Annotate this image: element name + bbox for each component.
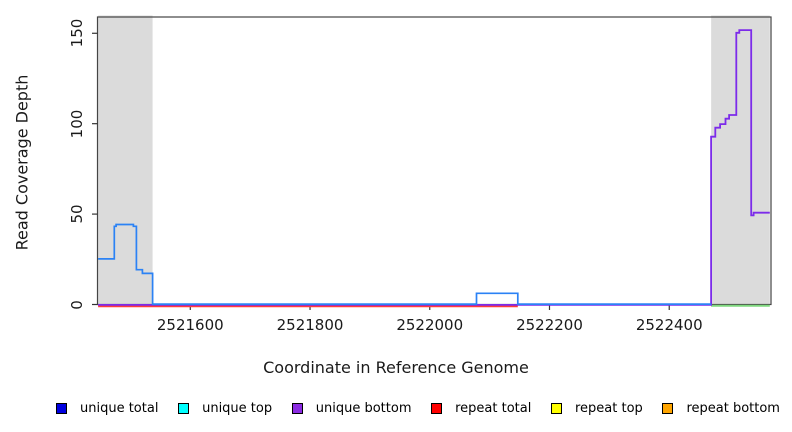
y-tick-label: 150 bbox=[68, 18, 86, 48]
legend-item-unique-bottom: unique bottom bbox=[291, 401, 412, 416]
x-tick-label: 2521600 bbox=[156, 316, 224, 334]
legend-item-repeat-bottom: repeat bottom bbox=[662, 401, 780, 416]
y-tick-label: 50 bbox=[68, 204, 86, 224]
x-tick-label: 2522000 bbox=[396, 316, 464, 334]
legend-item-unique-total: unique total bbox=[56, 401, 158, 416]
y-tick-label: 0 bbox=[68, 299, 86, 310]
legend-swatch-icon bbox=[56, 403, 67, 414]
x-tick-label: 2522400 bbox=[635, 316, 703, 334]
x-tick-label: 2522200 bbox=[516, 316, 583, 334]
legend-label: unique top bbox=[202, 401, 273, 416]
legend-item-unique-top: unique top bbox=[178, 401, 272, 416]
y-tick-label: 100 bbox=[68, 109, 86, 138]
y-axis-title: Read Coverage Depth bbox=[12, 74, 32, 251]
series-unique-bottom bbox=[98, 29, 770, 306]
left-repeat-region bbox=[98, 15, 153, 305]
legend-swatch-icon bbox=[551, 403, 562, 414]
legend-label: repeat top bbox=[575, 401, 643, 416]
x-axis-title: Coordinate in Reference Genome bbox=[263, 358, 529, 377]
x-tick-label: 2521800 bbox=[276, 316, 344, 334]
right-repeat-region bbox=[711, 15, 770, 305]
legend: unique total unique top unique bottom repea… bbox=[56, 401, 780, 416]
legend-label: repeat total bbox=[455, 401, 532, 416]
legend-swatch-icon bbox=[178, 403, 190, 414]
plot-box bbox=[96, 16, 772, 306]
legend-swatch-icon bbox=[662, 403, 674, 414]
series-unique-total bbox=[98, 223, 712, 305]
legend-label: repeat bottom bbox=[686, 401, 780, 416]
legend-swatch-icon bbox=[291, 403, 303, 414]
legend-swatch-icon bbox=[431, 403, 443, 414]
legend-label: unique total bbox=[80, 401, 159, 416]
legend-item-repeat-total: repeat total bbox=[431, 401, 531, 416]
legend-label: unique bottom bbox=[315, 401, 412, 416]
legend-item-repeat-top: repeat top bbox=[551, 401, 643, 416]
